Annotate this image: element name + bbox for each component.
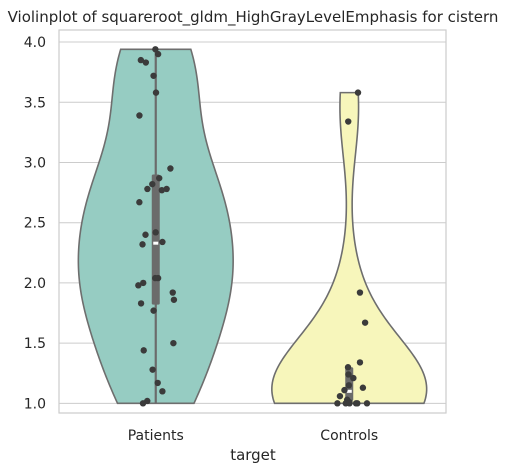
data-point [152,275,158,281]
data-point [156,175,162,181]
violin-controls [272,93,427,404]
data-point [341,387,347,393]
data-point [149,366,155,372]
data-point [159,187,165,193]
data-point [171,297,177,303]
data-point [167,165,173,171]
data-point [153,89,159,95]
data-point [357,359,363,365]
data-point [152,229,158,235]
data-point [135,282,141,288]
data-point [337,393,343,399]
data-point [159,388,165,394]
y-tick-label: 1.0 [24,396,46,412]
data-point [142,232,148,238]
y-tick-label: 1.5 [24,336,46,352]
y-tick-label: 4.0 [24,35,46,51]
data-point [170,289,176,295]
median-marker [153,242,158,245]
x-axis-label: target [230,446,276,464]
x-tick-label: Controls [320,428,378,444]
data-point [155,51,161,57]
data-point [346,400,352,406]
y-tick-labels: 1.0 1.5 2.0 2.5 3.0 3.5 4.0 [24,35,46,412]
data-point [334,400,340,406]
y-tick-label: 3.0 [24,155,46,171]
data-point [362,319,368,325]
data-point [159,239,165,245]
data-point [150,307,156,313]
iqr-box [152,175,160,305]
x-tick-labels: Patients Controls [128,428,378,444]
data-point [149,181,155,187]
data-point [144,186,150,192]
data-point [150,73,156,79]
data-point [138,300,144,306]
data-point [360,385,366,391]
data-point [346,382,352,388]
data-point [170,340,176,346]
data-point [350,375,356,381]
data-point [141,347,147,353]
data-point [354,400,360,406]
data-point [345,118,351,124]
data-point [355,89,361,95]
data-point [357,289,363,295]
chart-title: Violinplot of squareroot_gldm_HighGrayLe… [8,8,499,27]
data-point [345,364,351,370]
data-point [143,59,149,65]
y-tick-label: 3.5 [24,95,46,111]
y-tick-label: 2.0 [24,276,46,292]
data-point [155,380,161,386]
y-tick-label: 2.5 [24,216,46,232]
x-tick-label: Patients [128,428,184,444]
data-point [364,400,370,406]
data-point [136,112,142,118]
data-point [139,241,145,247]
data-point [136,199,142,205]
data-point [140,400,146,406]
